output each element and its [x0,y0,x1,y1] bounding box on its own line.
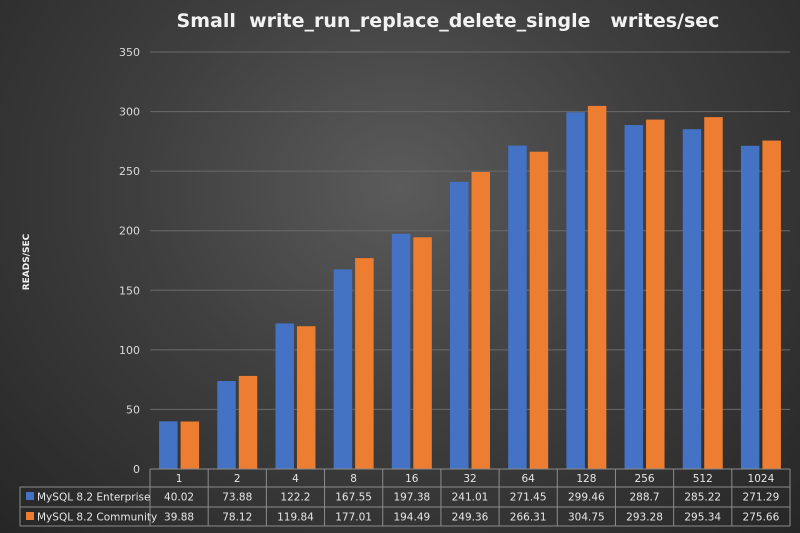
data-label: 40.02 [164,492,194,504]
bar-enterprise [566,112,585,470]
y-tick-label: 250 [119,165,140,178]
data-label: 241.01 [452,492,489,504]
legend-label: MySQL 8.2 Community [37,512,157,524]
data-label: 167.55 [335,492,372,504]
data-label: 299.46 [568,492,605,504]
bar-community [529,151,549,469]
bar-community [413,237,432,469]
data-label: 271.29 [743,492,780,504]
bar-community [296,326,316,469]
bar-community [238,375,258,469]
y-tick-labels: 0 50 100 150 200 250 300 350 [119,46,140,476]
y-tick-label: 300 [119,106,140,119]
bar-community [646,119,665,470]
data-label: 293.28 [626,512,663,524]
data-label: 177.01 [335,512,372,524]
bar-enterprise [682,129,702,470]
data-label: 295.34 [684,512,721,524]
data-label: 39.88 [164,512,194,524]
data-label: 119.84 [277,512,314,524]
y-tick-label: 100 [119,344,140,357]
chart-title: Small write_run_replace_delete_single wr… [177,10,720,32]
data-label: 288.7 [630,492,660,504]
y-axis-label: READS/SEC [22,233,32,290]
bar-community [762,140,781,469]
y-tick-label: 50 [126,403,140,416]
data-label: 275.66 [743,512,780,524]
bar-enterprise [624,125,644,469]
legend-label: MySQL 8.2 Enterprise [37,492,150,504]
data-label: 73.88 [222,492,252,504]
bar-enterprise [275,323,294,469]
y-tick-label: 200 [119,225,140,238]
bar-enterprise [740,145,760,469]
y-tick-label: 0 [133,463,140,476]
category-label: 1024 [748,473,775,485]
category-label: 64 [521,473,535,485]
bar-community [704,117,723,470]
bar-enterprise [217,380,236,469]
data-label: 304.75 [568,512,605,524]
category-label: 256 [635,473,655,485]
bar-enterprise [159,421,178,469]
category-label: 128 [576,473,596,485]
y-tick-label: 350 [119,46,140,59]
data-label: 197.38 [393,492,430,504]
data-label: 249.36 [452,512,489,524]
bar-community [471,171,490,469]
bar-community [355,258,374,469]
data-label: 122.2 [280,492,310,504]
data-table: 1 2 4 8 16 32 64 128 256 512 1024 MySQL 8.2 Enterpr… [19,468,791,527]
bars [159,105,781,470]
data-label: 194.49 [393,512,430,524]
category-label: 4 [292,473,299,485]
legend-swatch [26,492,34,500]
bar-enterprise [391,233,411,469]
bar-community [587,105,607,469]
y-tick-label: 150 [119,284,140,297]
data-label: 285.22 [684,492,721,504]
category-label: 1 [176,473,183,485]
category-label: 512 [693,473,713,485]
data-label: 271.45 [510,492,547,504]
bar-community [180,421,200,469]
data-label: 78.12 [222,512,252,524]
category-label: 32 [463,473,476,485]
bar-enterprise [508,145,527,469]
category-label: 8 [350,473,357,485]
bar-enterprise [333,269,353,469]
category-label: 16 [405,473,419,485]
bar-enterprise [450,181,469,469]
data-label: 266.31 [510,512,547,524]
category-label: 2 [234,473,241,485]
legend-swatch [26,512,34,520]
